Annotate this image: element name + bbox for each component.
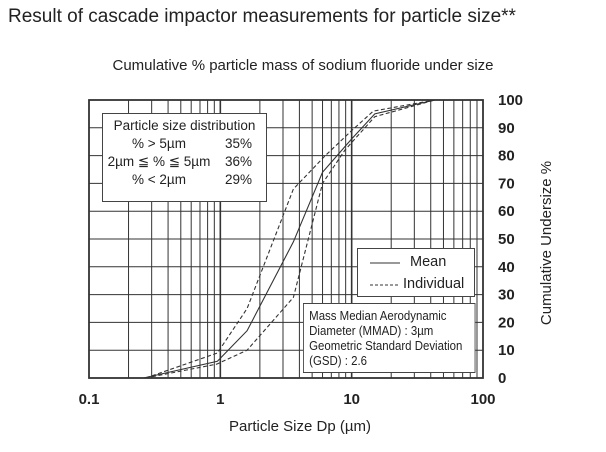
y-tick-label: 40	[498, 259, 515, 276]
distribution-row: % > 5µm 35%	[103, 135, 266, 153]
distribution-row: % < 2µm 29%	[103, 171, 266, 189]
distribution-row: 2µm ≦ % ≦ 5µm 36%	[103, 153, 266, 171]
distribution-value: 35%	[225, 136, 253, 151]
chart-title: Cumulative % particle mass of sodium flu…	[112, 57, 494, 74]
y-tick-label: 10	[498, 342, 515, 359]
distribution-value: 29%	[225, 172, 253, 187]
annotation-line: (GSD) : 2.6	[309, 353, 368, 368]
y-tick-label: 80	[498, 148, 515, 165]
y-tick-label: 60	[498, 203, 515, 220]
distribution-value: 36%	[225, 154, 253, 169]
y-tick-label: 70	[498, 175, 515, 192]
distribution-label: 2µm ≦ % ≦ 5µm	[107, 154, 211, 169]
annotation-line: Geometric Standard Deviation	[309, 338, 463, 353]
y-tick-label: 30	[498, 287, 515, 304]
x-tick-label: 0.1	[79, 391, 100, 408]
series-mean-line	[143, 99, 436, 379]
legend-individual-label: Individual	[403, 276, 465, 292]
x-tick-label: 1	[216, 391, 224, 408]
x-axis-label: Particle Size Dp (µm)	[229, 418, 371, 435]
distribution-label: % < 2µm	[132, 172, 186, 187]
x-tick-label: 10	[343, 391, 360, 408]
y-tick-label: 20	[498, 314, 515, 331]
legend: Mean Individual	[357, 248, 475, 297]
page-title: Result of cascade impactor measurements …	[8, 6, 516, 27]
y-tick-label: 0	[498, 370, 506, 387]
y-tick-label: 50	[498, 231, 515, 248]
annotation-line: Mass Median Aerodynamic	[309, 308, 447, 323]
mmad-annotation: Mass Median Aerodynamic Diameter (MMAD) …	[303, 303, 476, 373]
distribution-title: Particle size distribution	[113, 118, 256, 133]
y-axis-label: Cumulative Undersize %	[538, 161, 555, 325]
distribution-box: Particle size distribution % > 5µm 35% 2µm…	[102, 113, 267, 202]
series-individual-line	[145, 99, 435, 379]
annotation-line: Diameter (MMAD) : 3µm	[309, 323, 434, 338]
y-tick-label: 100	[498, 92, 523, 109]
legend-mean-label: Mean	[410, 254, 447, 270]
distribution-label: % > 5µm	[132, 136, 186, 151]
series-individual-line	[145, 99, 436, 379]
plot-frame	[88, 99, 484, 379]
x-tick-label: 100	[470, 391, 495, 408]
y-tick-label: 90	[498, 120, 515, 137]
